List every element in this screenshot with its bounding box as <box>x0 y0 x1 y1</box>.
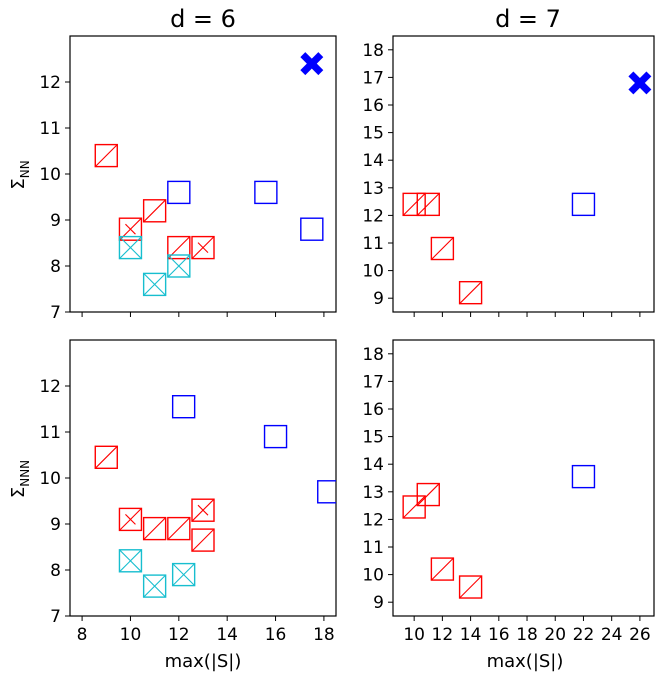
data-point-red-square-slash <box>430 557 455 581</box>
plot-frame <box>69 339 337 617</box>
y-tick-label: 10 <box>362 566 384 586</box>
x-tick-label: 12 <box>168 625 190 645</box>
data-point-cyan-square-x <box>171 562 196 587</box>
data-point-blue-square <box>300 217 324 241</box>
x-tick-label: 24 <box>601 625 623 645</box>
x-tick-label: 12 <box>432 625 454 645</box>
y-tick-label: 16 <box>362 400 384 420</box>
y-tick-label: 9 <box>50 515 61 535</box>
ylabel-top: ΣNN <box>8 160 32 189</box>
xlabel-left: max(|S|) <box>165 651 242 672</box>
x-tick-label: 18 <box>516 625 538 645</box>
column-title-d6: d = 6 <box>170 5 236 33</box>
x-tick-label: 14 <box>216 625 238 645</box>
data-point-blue-square <box>171 395 196 419</box>
y-tick-label: 9 <box>373 289 384 309</box>
y-tick-label: 14 <box>362 455 384 475</box>
y-tick-label: 7 <box>50 303 61 323</box>
data-point-cyan-square-x <box>118 235 143 260</box>
x-tick-label: 22 <box>573 625 595 645</box>
x-tick-label: 8 <box>77 625 88 645</box>
y-tick-label: 13 <box>362 483 384 503</box>
y-tick-label: 12 <box>39 73 61 93</box>
y-tick-label: 14 <box>362 151 384 171</box>
data-point-cyan-square-x <box>142 272 167 297</box>
y-tick-label: 10 <box>39 165 61 185</box>
y-tick-label: 11 <box>39 423 61 443</box>
data-point-red-square-slash <box>402 192 426 217</box>
data-point-blue-X <box>628 71 652 95</box>
x-tick-label: 20 <box>544 625 566 645</box>
data-point-blue-square <box>167 180 191 205</box>
panel-bottom-right: 10 12 14 16 18 20 22 24 26 9 10 11 12 13 14 15 16 17 18 <box>362 339 655 645</box>
plot-frame <box>392 339 655 617</box>
data-point-red-square-slash <box>142 516 167 541</box>
x-tick-label: 10 <box>120 625 142 645</box>
y-tick-label: 15 <box>362 124 384 144</box>
y-tick-label: 13 <box>362 179 384 199</box>
data-point-red-square-slash <box>430 236 455 261</box>
x-tick-label: 18 <box>313 625 335 645</box>
data-point-red-square-slash <box>416 482 440 507</box>
x-tick-label: 26 <box>629 625 651 645</box>
data-point-red-square-slash <box>191 528 215 552</box>
y-tick-label: 15 <box>362 428 384 448</box>
data-point-red-square-slash <box>167 516 191 541</box>
data-point-red-square-slash <box>416 192 440 217</box>
y-tick-label: 10 <box>39 469 61 489</box>
y-tick-label: 17 <box>362 68 384 88</box>
y-tick-label: 8 <box>50 257 61 277</box>
data-point-red-square-slash <box>94 143 118 168</box>
data-point-red-square-slash <box>458 575 483 599</box>
data-point-red-square-slash <box>402 495 426 519</box>
y-tick-label: 16 <box>362 96 384 116</box>
x-tick-label: 16 <box>265 625 287 645</box>
data-point-red-square-slash <box>142 199 167 223</box>
data-point-red-square-slash-x <box>191 235 215 260</box>
data-point-blue-square <box>254 180 278 205</box>
y-tick-label: 11 <box>39 119 61 139</box>
y-tick-label: 11 <box>362 538 384 558</box>
x-tick-label: 14 <box>460 625 482 645</box>
column-title-d7: d = 7 <box>495 5 561 33</box>
data-point-red-square-slash <box>94 445 118 469</box>
panel-top-left: 7 8 9 10 11 12 <box>39 35 337 323</box>
data-point-cyan-square-x <box>142 574 167 598</box>
plot-frame <box>69 35 337 313</box>
data-point-blue-square <box>317 480 336 504</box>
y-tick-label: 12 <box>39 377 61 397</box>
y-tick-label: 18 <box>362 345 384 365</box>
data-point-blue-square <box>263 424 288 449</box>
data-point-red-square-slash-x <box>118 507 143 532</box>
x-tick-label: 16 <box>488 625 510 645</box>
y-tick-label: 9 <box>50 211 61 231</box>
y-tick-label: 17 <box>362 372 384 392</box>
data-point-blue-square <box>571 464 596 489</box>
data-points <box>402 71 652 305</box>
data-points <box>94 395 336 598</box>
x-tick-label: 10 <box>403 625 425 645</box>
plot-frame <box>392 35 655 313</box>
data-points <box>402 464 596 599</box>
y-tick-label: 12 <box>362 206 384 226</box>
data-points <box>94 52 324 297</box>
data-point-cyan-square-x <box>167 254 191 278</box>
y-tick-label: 12 <box>362 510 384 530</box>
data-point-red-square-slash <box>458 280 483 305</box>
data-point-cyan-square-x <box>118 549 143 573</box>
panel-top-right: 9 10 11 12 13 14 15 16 17 18 <box>362 35 655 317</box>
y-tick-label: 10 <box>362 262 384 282</box>
data-point-blue-square <box>571 192 596 217</box>
y-tick-label: 8 <box>50 561 61 581</box>
y-tick-label: 18 <box>362 41 384 61</box>
data-point-blue-X <box>300 52 324 76</box>
y-tick-label: 9 <box>373 593 384 613</box>
data-point-red-square-slash-x <box>191 498 215 522</box>
y-tick-label: 7 <box>50 607 61 627</box>
y-tick-label: 11 <box>362 234 384 254</box>
xlabel-right: max(|S|) <box>487 651 564 672</box>
ylabel-bottom: ΣNNN <box>8 460 32 498</box>
